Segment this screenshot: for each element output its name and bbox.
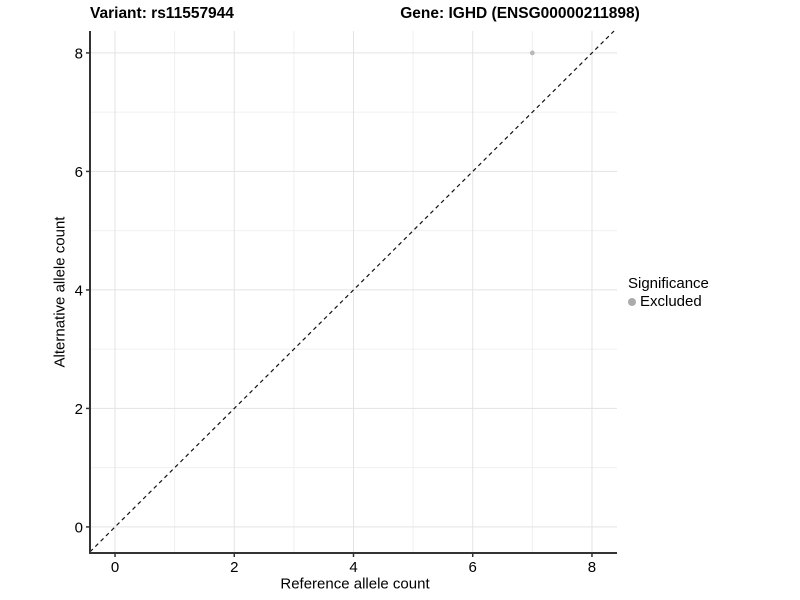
excluded-point-icon: [628, 297, 636, 306]
y-tick-label: 2: [75, 401, 83, 418]
legend: Significance Excluded: [628, 275, 709, 310]
y-axis-title: Alternative allele count: [51, 216, 69, 368]
x-tick-label: 8: [588, 559, 596, 576]
x-tick-label: 6: [469, 559, 477, 576]
x-axis-title: Reference allele count: [280, 575, 430, 593]
x-tick-label: 0: [111, 559, 119, 576]
plot-title-variant: Variant: rs11557944: [90, 5, 234, 22]
legend-item-excluded: Excluded: [628, 293, 709, 310]
y-tick-label: 0: [75, 519, 83, 536]
plot-title-gene: Gene: IGHD (ENSG00000211898): [400, 5, 640, 22]
y-tick-label: 6: [75, 164, 83, 181]
identity-reference-line: [89, 30, 615, 553]
legend-title: Significance: [628, 275, 709, 292]
x-tick-label: 2: [230, 559, 238, 576]
x-tick-label: 4: [349, 559, 357, 576]
y-tick-label: 8: [75, 45, 83, 62]
legend-item-label: Excluded: [640, 293, 702, 310]
y-tick-label: 4: [75, 282, 83, 299]
data-point: [529, 50, 535, 56]
